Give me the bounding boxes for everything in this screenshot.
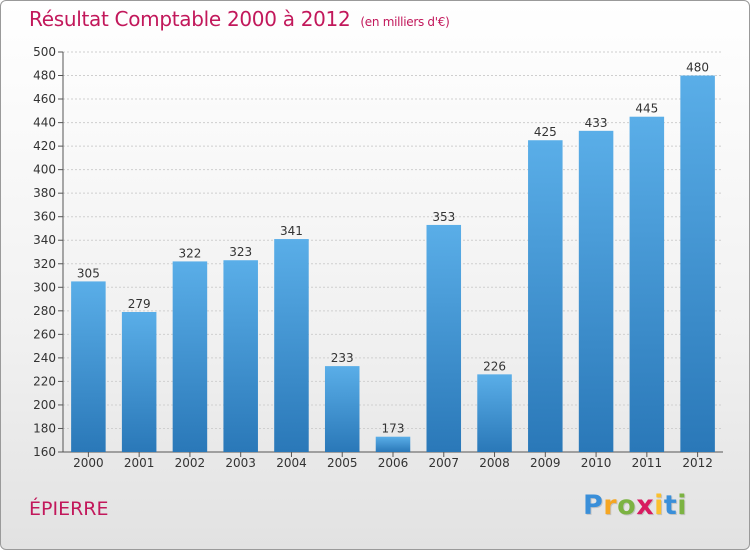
- grid: [63, 51, 723, 453]
- logo-letter: i: [677, 490, 688, 521]
- data-label: 323: [229, 245, 252, 259]
- data-label: 341: [280, 224, 303, 238]
- bar-2012[interactable]: [680, 75, 715, 452]
- chart-subtitle: (en milliers d'€): [360, 15, 450, 29]
- data-label: 226: [483, 359, 506, 373]
- data-labels: 305 279 322 323 341 233 173 353 226 425 433 445 480: [77, 61, 709, 436]
- data-label: 322: [178, 246, 201, 260]
- logo-letter: x: [636, 490, 655, 521]
- x-tick-label: 2006: [378, 456, 409, 470]
- bar-2005[interactable]: [324, 366, 360, 452]
- y-tick-label: 460: [33, 92, 56, 106]
- y-tick-label: 400: [33, 163, 56, 177]
- x-tick-label: 2000: [73, 456, 104, 470]
- bar-2006[interactable]: [375, 436, 411, 452]
- x-tick-label: 2011: [632, 456, 663, 470]
- bar-2003[interactable]: [223, 260, 258, 452]
- data-label: 305: [77, 266, 100, 280]
- x-tick-label: 2008: [479, 456, 510, 470]
- bar-2001[interactable]: [121, 312, 157, 452]
- y-tick-label: 420: [33, 139, 56, 153]
- chart-title: Résultat Comptable 2000 à 2012 (en millie…: [29, 7, 450, 31]
- logo-letter: r: [603, 490, 618, 521]
- bar-2009[interactable]: [528, 140, 563, 452]
- y-tick-label: 180: [33, 421, 56, 435]
- data-label: 480: [686, 61, 709, 75]
- x-tick-label: 2007: [428, 456, 459, 470]
- bar-2007[interactable]: [426, 224, 462, 452]
- data-label: 445: [635, 102, 658, 116]
- location-name: ÉPIERRE: [29, 498, 109, 520]
- x-tick-label: 2003: [225, 456, 256, 470]
- x-tick-label: 2002: [175, 456, 206, 470]
- x-tick-label: 2010: [581, 456, 612, 470]
- y-tick-label: 160: [33, 445, 56, 459]
- y-tick-label: 320: [33, 257, 56, 271]
- proxiti-logo[interactable]: Proxiti: [583, 490, 687, 521]
- bar-2000[interactable]: [71, 281, 106, 452]
- logo-letter: o: [617, 490, 637, 521]
- x-tick-label: 2004: [276, 456, 307, 470]
- data-label: 173: [382, 422, 405, 436]
- y-tick-label: 200: [33, 398, 56, 412]
- logo-letter: P: [583, 490, 604, 521]
- y-tick-label: 500: [33, 45, 56, 59]
- data-label: 233: [331, 351, 354, 365]
- y-tick-label: 360: [33, 210, 56, 224]
- bar-2002[interactable]: [172, 261, 208, 452]
- data-label: 433: [585, 116, 608, 130]
- bars: [71, 75, 715, 453]
- y-tick-label: 380: [33, 186, 56, 200]
- data-label: 425: [534, 125, 557, 139]
- logo-letter: t: [663, 490, 678, 521]
- y-tick-label: 260: [33, 327, 56, 341]
- data-label: 353: [432, 210, 455, 224]
- y-tick-label: 300: [33, 280, 56, 294]
- y-tick-label: 480: [33, 69, 56, 83]
- y-tick-label: 440: [33, 116, 56, 130]
- y-tick-label: 280: [33, 304, 56, 318]
- y-tick-label: 220: [33, 374, 56, 388]
- logo-letter: i: [654, 490, 664, 521]
- bar-2010[interactable]: [578, 130, 614, 452]
- x-tick-label: 2012: [682, 456, 713, 470]
- x-tick-label: 2005: [327, 456, 358, 470]
- chart-title-text: Résultat Comptable 2000 à 2012: [29, 7, 351, 31]
- x-tick-label: 2009: [530, 456, 561, 470]
- bar-2004[interactable]: [274, 239, 309, 452]
- bar-2011[interactable]: [629, 116, 665, 453]
- x-tick-label: 2001: [124, 456, 155, 470]
- y-tick-label: 240: [33, 351, 56, 365]
- y-tick-label: 340: [33, 233, 56, 247]
- data-label: 279: [128, 297, 151, 311]
- bar-2008[interactable]: [477, 374, 512, 452]
